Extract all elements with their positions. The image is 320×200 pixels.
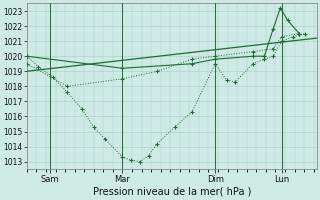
X-axis label: Pression niveau de la mer( hPa ): Pression niveau de la mer( hPa ): [92, 187, 251, 197]
